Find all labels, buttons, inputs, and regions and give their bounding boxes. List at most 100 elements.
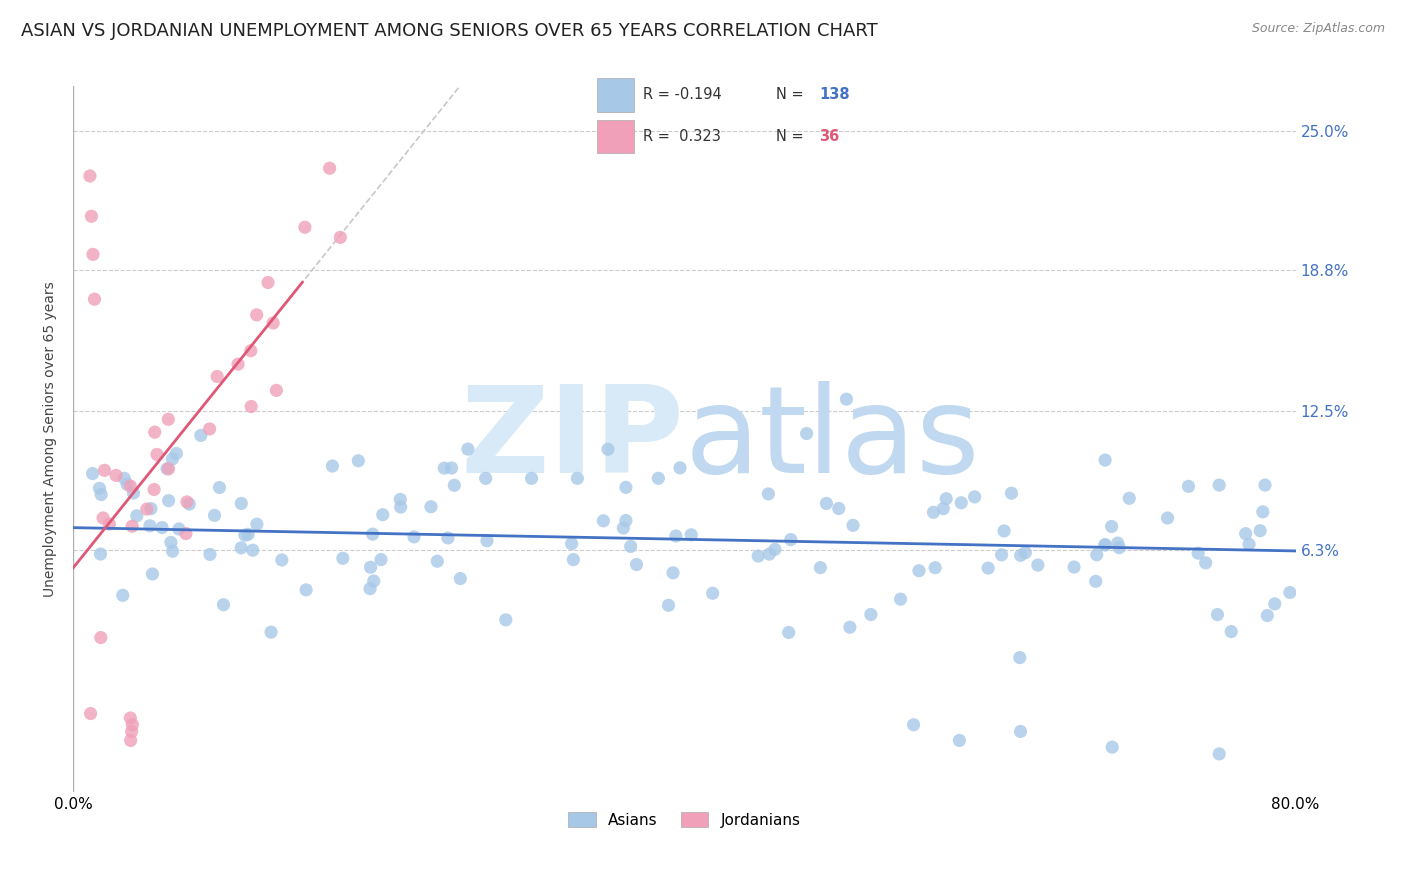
Point xyxy=(295,582,318,597)
Point xyxy=(1315,756,1337,770)
Point xyxy=(1008,650,1031,665)
Point xyxy=(859,607,882,622)
Point xyxy=(190,428,212,442)
Point xyxy=(143,483,166,497)
Point xyxy=(83,292,105,306)
Point xyxy=(121,718,143,732)
Bar xyxy=(596,78,634,112)
Point xyxy=(815,496,838,510)
Point xyxy=(1118,491,1140,506)
Point xyxy=(440,461,463,475)
Point xyxy=(963,490,986,504)
Point xyxy=(1256,608,1278,623)
Point xyxy=(1010,549,1032,563)
Point xyxy=(1094,453,1116,467)
Point xyxy=(111,588,134,602)
Point xyxy=(842,518,865,533)
Point xyxy=(1251,505,1274,519)
Point xyxy=(371,508,394,522)
Point xyxy=(1108,541,1130,555)
Point xyxy=(665,529,688,543)
Point xyxy=(1264,597,1286,611)
Point xyxy=(112,471,135,485)
Point xyxy=(1094,538,1116,552)
Point xyxy=(990,548,1012,562)
Point xyxy=(162,452,184,467)
Point xyxy=(620,540,643,554)
Point xyxy=(160,535,183,549)
Point xyxy=(135,502,157,516)
Point xyxy=(1220,624,1243,639)
Point xyxy=(231,541,253,555)
Point xyxy=(233,528,256,542)
Point xyxy=(359,582,381,596)
Point xyxy=(157,412,180,426)
Point xyxy=(239,343,262,358)
Point xyxy=(626,558,648,572)
Point xyxy=(262,316,284,330)
Point xyxy=(125,508,148,523)
Point xyxy=(993,524,1015,538)
Point xyxy=(1085,548,1108,562)
Point xyxy=(520,471,543,485)
Point xyxy=(835,392,858,407)
Point xyxy=(778,625,800,640)
Point xyxy=(212,598,235,612)
Point xyxy=(139,501,162,516)
Point xyxy=(389,492,412,507)
Point xyxy=(747,549,769,563)
Point xyxy=(756,487,779,501)
Text: ASIAN VS JORDANIAN UNEMPLOYMENT AMONG SENIORS OVER 65 YEARS CORRELATION CHART: ASIAN VS JORDANIAN UNEMPLOYMENT AMONG SE… xyxy=(21,22,877,40)
Point xyxy=(89,547,111,561)
Point xyxy=(614,514,637,528)
Point xyxy=(79,169,101,183)
Point xyxy=(1237,537,1260,551)
Bar xyxy=(596,120,634,153)
Point xyxy=(702,586,724,600)
Point xyxy=(1014,546,1036,560)
Point xyxy=(321,458,343,473)
Point xyxy=(141,566,163,581)
Point xyxy=(82,467,104,481)
Point xyxy=(457,442,479,456)
Point xyxy=(935,491,957,506)
Point xyxy=(329,230,352,244)
Point xyxy=(1156,511,1178,525)
Point xyxy=(240,400,263,414)
Y-axis label: Unemployment Among Seniors over 65 years: Unemployment Among Seniors over 65 years xyxy=(44,281,58,597)
Point xyxy=(174,526,197,541)
Point xyxy=(647,471,669,485)
Point xyxy=(567,471,589,485)
Point xyxy=(82,247,104,261)
Point xyxy=(260,625,283,640)
Point xyxy=(176,495,198,509)
Point xyxy=(98,516,121,531)
Point xyxy=(79,706,101,721)
Point xyxy=(1084,574,1107,589)
Point xyxy=(614,480,637,494)
Text: N =: N = xyxy=(776,129,804,144)
Point xyxy=(115,477,138,491)
Point xyxy=(1000,486,1022,500)
Point xyxy=(122,486,145,500)
Point xyxy=(779,533,801,547)
Point xyxy=(246,517,269,532)
Point xyxy=(681,528,703,542)
Point xyxy=(903,718,925,732)
Point xyxy=(437,531,460,545)
Text: atlas: atlas xyxy=(685,381,980,498)
Point xyxy=(592,514,614,528)
Point xyxy=(294,220,316,235)
Point xyxy=(612,521,634,535)
Point xyxy=(266,384,288,398)
Point xyxy=(198,422,221,436)
Text: Source: ZipAtlas.com: Source: ZipAtlas.com xyxy=(1251,22,1385,36)
Point xyxy=(763,542,786,557)
Point xyxy=(1063,560,1085,574)
Text: R = -0.194: R = -0.194 xyxy=(643,87,721,102)
Point xyxy=(1234,526,1257,541)
Point xyxy=(370,552,392,566)
Point xyxy=(426,554,449,568)
Point xyxy=(360,560,382,574)
Point xyxy=(90,631,112,645)
